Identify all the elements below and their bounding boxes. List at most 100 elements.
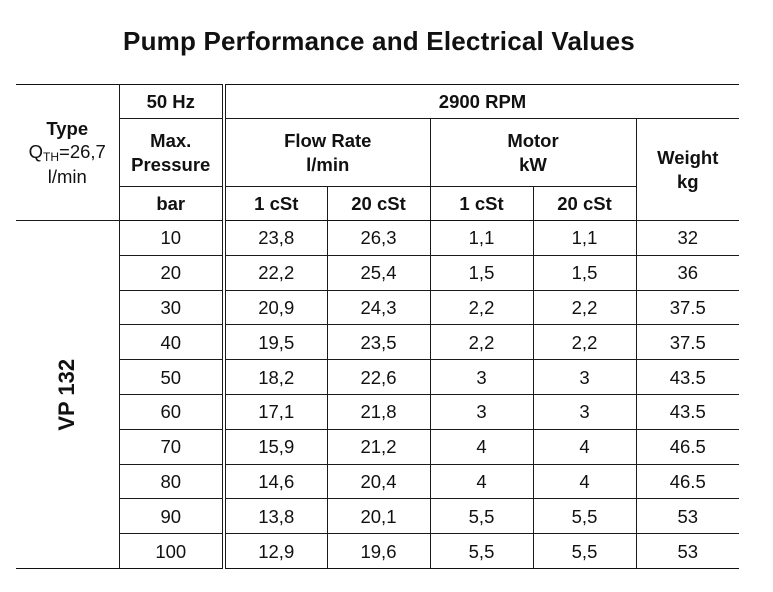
qth-label: QTH=26,7	[28, 141, 106, 164]
flow-20cst-cell: 19,6	[326, 533, 431, 569]
motor-1cst-cell: 5,5	[429, 533, 534, 569]
motor-1cst-cell: 1,5	[429, 254, 534, 291]
flow-1cst-cell: 13,8	[223, 498, 328, 535]
flow-1cst-cell: 15,9	[223, 428, 328, 465]
flow-1cst-cell: 17,1	[223, 393, 328, 430]
motor-1cst-cell: 4	[429, 428, 534, 465]
table-row: 80 14,6 20,4 4 4 46.5	[16, 463, 739, 500]
header-row-frequency: Type QTH=26,7 l/min 50 Hz 2900 RPM	[16, 84, 739, 221]
table-row: 20 22,2 25,4 1,5 1,5 36	[16, 254, 739, 291]
flow-20cst-cell: 20,1	[326, 498, 431, 535]
pressure-cell: 80	[118, 463, 226, 500]
flow-20cst-cell: 25,4	[326, 254, 431, 291]
motor-1cst-cell: 5,5	[429, 498, 534, 535]
motor-1cst-cell: 3	[429, 359, 534, 395]
qth-subscript: TH	[43, 150, 60, 164]
motor-20cst-cell: 4	[532, 428, 637, 465]
flow-20cst-cell: 20,4	[326, 463, 431, 500]
flow-20cst-cell: 24,3	[326, 289, 431, 326]
flow-1cst-cell: 19,5	[223, 324, 328, 361]
weight-cell: 53	[635, 498, 739, 535]
motor-20cst-header: 20 cSt	[532, 186, 637, 221]
flow-rate-label: Flow Rate	[284, 130, 372, 152]
motor-1cst-cell: 1,1	[429, 220, 534, 256]
weight-cell: 46.5	[635, 428, 739, 465]
performance-table: Type QTH=26,7 l/min 50 Hz 2900 RPM Max. …	[16, 84, 739, 569]
flow-1cst-header: 1 cSt	[223, 186, 328, 221]
motor-20cst-cell: 5,5	[532, 533, 637, 569]
motor-20cst-cell: 4	[532, 463, 637, 500]
table-row: 100 12,9 19,6 5,5 5,5 53	[16, 533, 739, 569]
type-header-cell: Type QTH=26,7 l/min	[16, 84, 120, 221]
table-row: 30 20,9 24,3 2,2 2,2 37.5	[16, 289, 739, 326]
weight-cell: 43.5	[635, 359, 739, 395]
pressure-cell: 50	[118, 359, 226, 395]
motor-1cst-cell: 4	[429, 463, 534, 500]
weight-unit: kg	[676, 170, 699, 192]
max-pressure-header: Max. Pressure	[118, 118, 226, 187]
flow-20cst-cell: 22,6	[326, 359, 431, 395]
table-row: 40 19,5 23,5 2,2 2,2 37.5	[16, 324, 739, 361]
flow-1cst-cell: 12,9	[223, 533, 328, 569]
weight-cell: 53	[635, 533, 739, 569]
flow-1cst-cell: 22,2	[223, 254, 328, 291]
motor-unit: kW	[519, 153, 547, 175]
page-title: Pump Performance and Electrical Values	[123, 26, 635, 56]
header-row-viscosity: bar 1 cSt 20 cSt 1 cSt 20 cSt	[16, 186, 739, 221]
flow-1cst-cell: 14,6	[223, 463, 328, 500]
flow-1cst-cell: 20,9	[223, 289, 328, 326]
weight-cell: 43.5	[635, 393, 739, 430]
motor-20cst-cell: 1,1	[532, 220, 637, 256]
table-row: 70 15,9 21,2 4 4 46.5	[16, 428, 739, 465]
frequency-header: 50 Hz	[118, 84, 226, 119]
table-row: 60 17,1 21,8 3 3 43.5	[16, 393, 739, 430]
max-pressure-unit: bar	[118, 186, 226, 221]
pressure-cell: 60	[118, 393, 226, 430]
motor-20cst-cell: 5,5	[532, 498, 637, 535]
weight-cell: 32	[635, 220, 739, 256]
weight-header: Weight kg	[635, 118, 739, 221]
motor-1cst-cell: 2,2	[429, 289, 534, 326]
model-cell: VP 132	[16, 220, 120, 569]
table-row: 90 13,8 20,1 5,5 5,5 53	[16, 498, 739, 535]
motor-label: Motor	[507, 130, 559, 152]
flow-rate-header: Flow Rate l/min	[223, 118, 431, 187]
motor-20cst-cell: 3	[532, 393, 637, 430]
qth-value: =26,7	[59, 141, 106, 162]
flow-20cst-cell: 26,3	[326, 220, 431, 256]
header-row-groups: Max. Pressure Flow Rate l/min Motor kW W…	[16, 118, 739, 221]
model-label: VP 132	[54, 358, 80, 431]
table-row: VP 132 10 23,8 26,3 1,1 1,1 32	[16, 220, 739, 569]
max-pressure-line2: Pressure	[131, 153, 211, 175]
motor-header: Motor kW	[429, 118, 637, 187]
qth-prefix: Q	[28, 141, 44, 162]
motor-20cst-cell: 1,5	[532, 254, 637, 291]
pressure-cell: 90	[118, 498, 226, 535]
weight-label: Weight	[657, 147, 719, 169]
weight-cell: 36	[635, 254, 739, 291]
pressure-cell: 40	[118, 324, 226, 361]
flow-1cst-cell: 23,8	[223, 220, 328, 256]
weight-cell: 37.5	[635, 324, 739, 361]
weight-cell: 37.5	[635, 289, 739, 326]
max-pressure-line1: Max.	[150, 130, 192, 152]
motor-1cst-cell: 2,2	[429, 324, 534, 361]
motor-20cst-cell: 3	[532, 359, 637, 395]
rpm-header: 2900 RPM	[223, 84, 739, 119]
flow-20cst-header: 20 cSt	[326, 186, 431, 221]
flow-1cst-cell: 18,2	[223, 359, 328, 395]
motor-1cst-header: 1 cSt	[429, 186, 534, 221]
qth-unit: l/min	[47, 166, 87, 187]
pressure-cell: 30	[118, 289, 226, 326]
flow-20cst-cell: 21,2	[326, 428, 431, 465]
pressure-cell: 70	[118, 428, 226, 465]
pressure-cell: 10	[118, 220, 226, 256]
motor-1cst-cell: 3	[429, 393, 534, 430]
type-label: Type	[46, 117, 89, 139]
flow-rate-unit: l/min	[306, 153, 350, 175]
flow-20cst-cell: 21,8	[326, 393, 431, 430]
weight-cell: 46.5	[635, 463, 739, 500]
table-row: 50 18,2 22,6 3 3 43.5	[16, 359, 739, 395]
motor-20cst-cell: 2,2	[532, 289, 637, 326]
flow-20cst-cell: 23,5	[326, 324, 431, 361]
